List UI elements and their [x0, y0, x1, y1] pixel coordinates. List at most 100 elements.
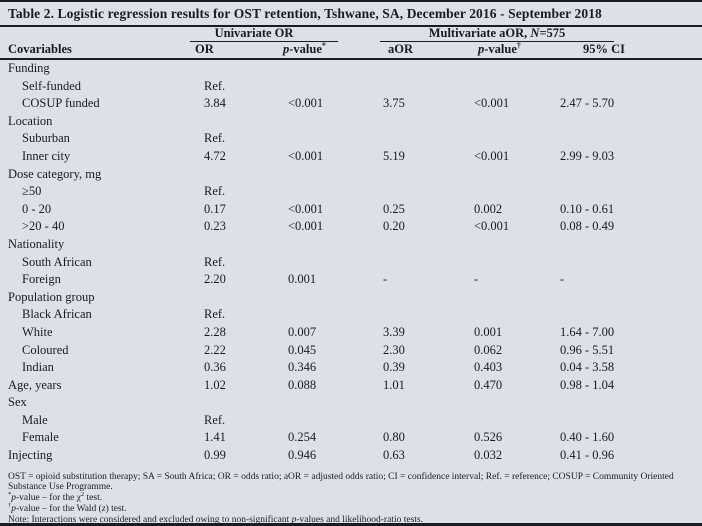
cell-ci [554, 59, 702, 78]
footnote-line: OST = opioid substitution therapy; SA = … [8, 471, 674, 493]
cell-aor: 3.75 [383, 96, 405, 111]
cell-covariable: Foreign [22, 272, 61, 287]
cell-or: Ref. [204, 78, 226, 93]
cell-covariable: Indian [22, 360, 54, 375]
cell-p-univariate [280, 59, 380, 78]
cell-covariable: Dose category, mg [8, 166, 102, 181]
multivariate-n-value: =575 [539, 27, 566, 40]
cell-p-multivariate: <0.001 [474, 148, 510, 163]
cell-aor [380, 394, 468, 412]
table-row: Sex [0, 394, 702, 412]
table-row: Foreign 2.20 0.001 - - - [0, 271, 702, 289]
cell-aor: 0.20 [383, 219, 405, 234]
cell-ci: 1.64 - 7.00 [560, 324, 615, 339]
cell-p-univariate: 0.254 [288, 430, 317, 445]
cell-p-univariate: 0.045 [288, 342, 317, 357]
cell-or: 2.20 [204, 272, 226, 287]
cell-covariable: Female [22, 430, 59, 445]
cell-covariable: Location [8, 113, 53, 128]
cell-covariable: South African [22, 254, 92, 269]
cell-aor [380, 183, 468, 201]
cell-or: 4.72 [204, 148, 226, 163]
cell-aor [380, 289, 468, 307]
cell-p-multivariate: 0.526 [474, 430, 503, 445]
cell-p-multivariate: <0.001 [474, 219, 510, 234]
cell-or: 0.36 [204, 360, 226, 375]
group-header-spacer [0, 27, 190, 42]
cell-or: 2.28 [204, 324, 226, 339]
cell-p-multivariate [468, 130, 554, 148]
cell-p-univariate [280, 306, 380, 324]
cell-p-univariate [280, 78, 380, 96]
cell-p-univariate [280, 113, 380, 131]
cell-aor: 0.39 [383, 360, 405, 375]
cell-or [190, 59, 280, 78]
footnote-line: *p-value – for the χ2 test. [8, 491, 103, 504]
cell-covariable: Sex [8, 395, 27, 410]
cell-p-univariate: 0.946 [288, 448, 317, 463]
table-row: Black African Ref. [0, 306, 702, 324]
cell-aor: 0.25 [383, 201, 405, 216]
cell-p-multivariate [468, 113, 554, 131]
cell-or [190, 289, 280, 307]
cell-covariable: Injecting [8, 448, 53, 463]
column-header-covariables: Covariables [0, 42, 190, 60]
cell-p-multivariate: - [474, 272, 479, 287]
cell-p-univariate [280, 236, 380, 254]
cell-p-multivariate: 0.403 [474, 360, 503, 375]
cell-aor: 0.80 [383, 430, 405, 445]
cell-or: 1.41 [204, 430, 226, 445]
cell-p-univariate [280, 394, 380, 412]
cell-covariable: White [22, 324, 53, 339]
cell-p-multivariate [468, 166, 554, 184]
column-header-row: Covariables OR p-value* aOR p-value† 95%… [0, 42, 702, 60]
cell-p-multivariate: 0.001 [474, 324, 503, 339]
table-row: Indian 0.36 0.346 0.39 0.403 0.04 - 3.58 [0, 359, 702, 377]
table-row: ≥50 Ref. [0, 183, 702, 201]
cell-covariable: COSUP funded [22, 96, 100, 111]
table-row: Injecting 0.99 0.946 0.63 0.032 0.41 - 0.96 [0, 447, 702, 465]
table-row: Age, years 1.02 0.088 1.01 0.470 0.98 - 1.04 [0, 377, 702, 395]
cell-p-multivariate [468, 236, 554, 254]
cell-ci [554, 166, 702, 184]
cell-p-univariate [280, 130, 380, 148]
cell-p-univariate [280, 289, 380, 307]
cell-p-univariate: 0.007 [288, 324, 317, 339]
table-row: Dose category, mg [0, 166, 702, 184]
cell-p-univariate: <0.001 [288, 219, 324, 234]
table-row: South African Ref. [0, 254, 702, 272]
cell-covariable: Nationality [8, 236, 65, 251]
cell-covariable: Age, years [8, 377, 62, 392]
table-row: Funding [0, 59, 702, 78]
cell-ci [554, 236, 702, 254]
dagger-footnote-marker: † [516, 42, 521, 50]
cell-or: Ref. [204, 307, 226, 322]
cell-ci: 0.40 - 1.60 [560, 430, 615, 445]
cell-aor: 5.19 [383, 148, 405, 163]
cell-or: 3.84 [204, 96, 226, 111]
cell-or [190, 113, 280, 131]
cell-or: 2.22 [204, 342, 226, 357]
cell-aor: - [383, 272, 388, 287]
cell-p-multivariate [468, 183, 554, 201]
column-header-aor: aOR [380, 42, 468, 60]
cell-covariable: 0 - 20 [22, 201, 52, 216]
cell-ci [554, 289, 702, 307]
cell-covariable: Coloured [22, 342, 69, 357]
cell-ci [554, 412, 702, 430]
table-row: Female 1.41 0.254 0.80 0.526 0.40 - 1.60 [0, 429, 702, 447]
cell-ci: 0.41 - 0.96 [560, 448, 615, 463]
cell-p-univariate: <0.001 [288, 148, 324, 163]
cell-aor [380, 130, 468, 148]
cell-ci: - [560, 272, 565, 287]
multivariate-n-symbol: N [530, 27, 540, 40]
table-row: Suburban Ref. [0, 130, 702, 148]
cell-or [190, 236, 280, 254]
cell-p-multivariate [468, 254, 554, 272]
cell-covariable: Funding [8, 61, 50, 75]
regression-table: Univariate OR Multivariate aOR, N=575 Co… [0, 27, 702, 465]
cell-ci: 0.10 - 0.61 [560, 201, 615, 216]
cell-ci: 0.08 - 0.49 [560, 219, 615, 234]
cell-p-multivariate [468, 59, 554, 78]
cell-covariable: Male [22, 412, 48, 427]
